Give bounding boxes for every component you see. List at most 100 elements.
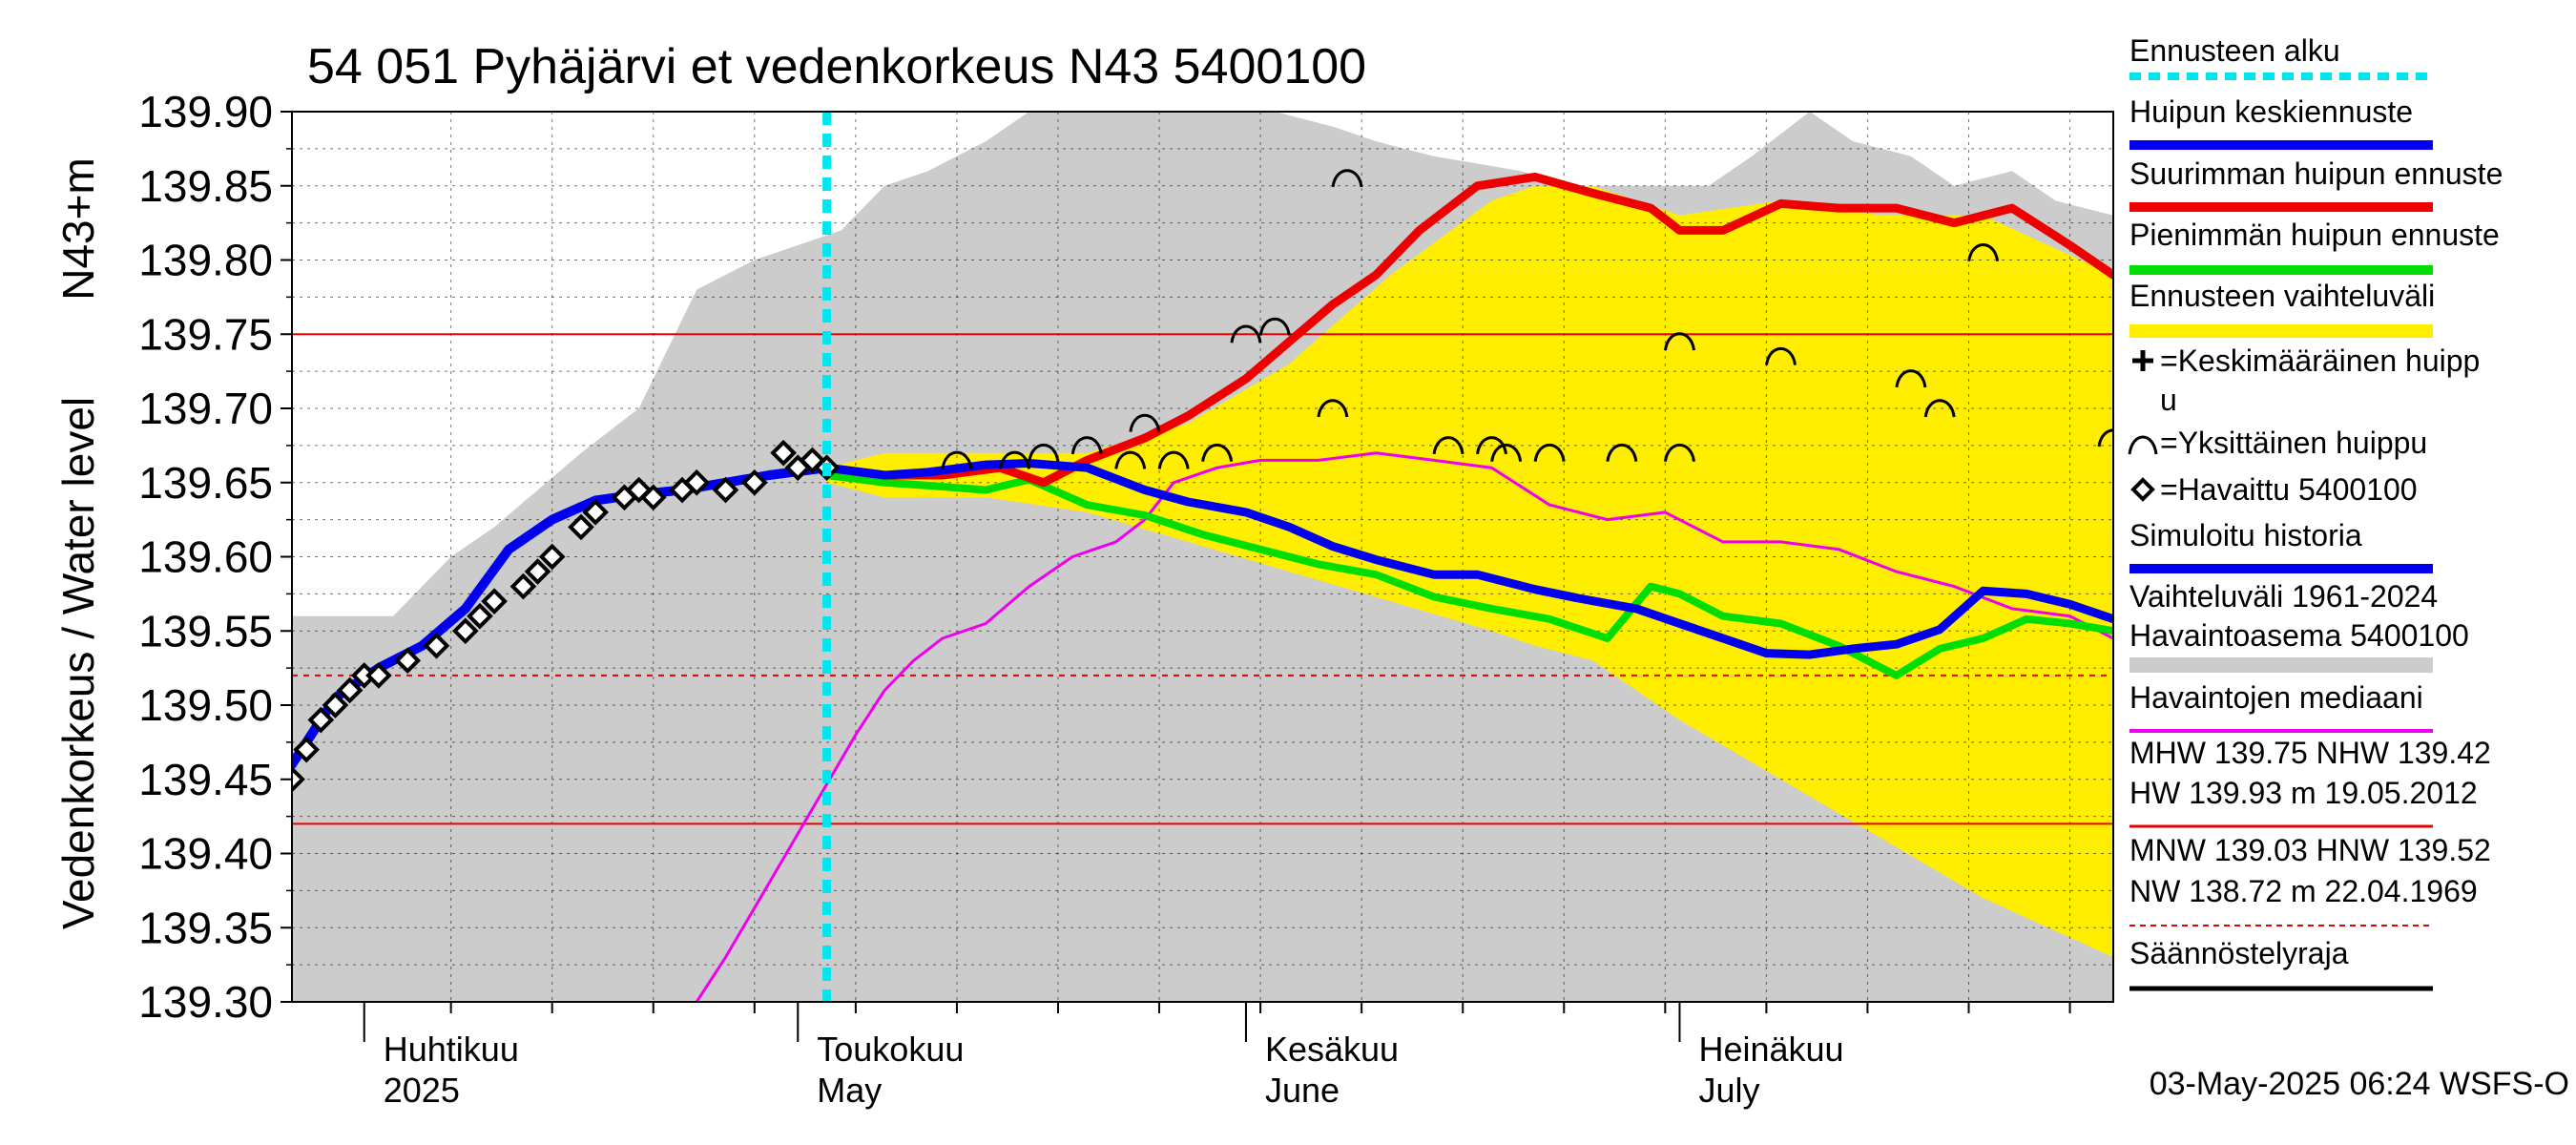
y-tick-label: 139.30 [138, 977, 273, 1027]
individual-peak-marker [2097, 428, 2113, 448]
observed-point [799, 447, 826, 474]
individual-peak-marker [1317, 399, 1349, 418]
legend-label: Huipun keskiennuste [2129, 94, 2413, 129]
legend-label: Ennusteen vaihteluväli [2129, 279, 2435, 313]
legend-label: Simuloitu historia [2129, 518, 2362, 552]
individual-peak-marker [1201, 444, 1234, 462]
individual-peak-marker [1028, 444, 1060, 462]
individual-peak-marker [1923, 399, 1956, 418]
mean-peak-forecast-line [822, 459, 2113, 659]
observed-point [293, 736, 320, 763]
individual-peak-marker [1129, 414, 1161, 432]
legend-label: Havaintoasema 5400100 [2129, 618, 2469, 653]
individual-peak-marker [1432, 436, 1465, 455]
chart-title: 54 051 Pyhäjärvi et vedenkorkeus N43 540… [307, 39, 1366, 94]
individual-peak-marker [1895, 369, 1927, 388]
plot-area [292, 112, 2113, 1002]
individual-peak-marker [1967, 243, 2000, 262]
legend-label: =Keskimääräinen huipp [2160, 344, 2480, 378]
x-month-label-en: July [1698, 1071, 1759, 1110]
median-line [695, 451, 2113, 1002]
y-tick-label: 139.65 [138, 458, 273, 508]
observed-point [336, 677, 364, 704]
individual-peak-marker [1070, 436, 1103, 455]
observed-point [307, 706, 335, 734]
y-tick-label: 139.75 [138, 309, 273, 359]
y-tick-label: 139.55 [138, 606, 273, 656]
observed-point [568, 513, 594, 541]
individual-peak-marker [999, 450, 1031, 469]
observed-point [322, 692, 349, 718]
legend-label: =Havaittu 5400100 [2160, 472, 2418, 507]
observed-point [683, 468, 711, 496]
observed-point [451, 617, 479, 645]
legend-plus-marker [2132, 350, 2153, 371]
observed-point [467, 602, 493, 630]
individual-peak-marker [1533, 444, 1566, 462]
y-tick-label: 139.80 [138, 236, 273, 285]
observed-point [481, 588, 508, 614]
observed-point [423, 632, 450, 659]
individual-peak-marker [1663, 332, 1695, 351]
legend-label: Suurimman huipun ennuste [2129, 156, 2503, 191]
observed-point [639, 484, 667, 511]
legend-label: u [2160, 383, 2177, 417]
legend-label: Vaihteluväli 1961-2024 [2129, 579, 2438, 614]
legend-label: NW 138.72 m 22.04.1969 [2129, 874, 2478, 908]
y-tick-label: 139.50 [138, 680, 273, 730]
legend-label: HW 139.93 m 19.05.2012 [2129, 776, 2478, 810]
plot-content [292, 112, 2113, 1002]
legend-label: MNW 139.03 HNW 139.52 [2129, 833, 2491, 867]
observed-point [770, 439, 797, 467]
legend-label: =Yksittäinen huippu [2160, 426, 2427, 460]
observed-point [582, 499, 609, 526]
legend: Ennusteen alku Huipun keskiennuste Suurimm… [2128, 33, 2503, 991]
axes: 139.90 139.85 139.80 139.75 139.70 139.65 139.… [138, 87, 2114, 1110]
y-tick-label: 139.40 [138, 829, 273, 879]
legend-diamond-marker [2130, 477, 2155, 502]
legend-label: Pienimmän huipun ennuste [2129, 218, 2500, 252]
timestamp-footer: 03-May-2025 06:24 WSFS-O [2150, 1066, 2569, 1102]
observed-point [394, 647, 422, 675]
individual-peak-marker [1230, 324, 1262, 344]
y-axis-label: Vedenkorkeus / Water level [53, 397, 103, 929]
individual-peak-marker [1490, 444, 1523, 462]
individual-peak-marker [1258, 317, 1291, 336]
y-tick-label: 139.70 [138, 384, 273, 433]
observed-point [365, 662, 392, 689]
observed-point [509, 572, 537, 600]
observed-point [524, 558, 551, 585]
individual-peak-marker [1476, 436, 1508, 455]
legend-label: Säännöstelyraja [2129, 936, 2349, 970]
y-tick-label: 139.45 [138, 755, 273, 804]
individual-peak-marker [1331, 169, 1363, 188]
y-axis-unit: N43+m [53, 157, 103, 301]
observed-point [292, 765, 305, 793]
y-tick-label: 139.60 [138, 532, 273, 582]
x-month-label: Toukokuu [817, 1030, 964, 1069]
individual-peak-marker [941, 450, 973, 469]
y-tick-label: 139.35 [138, 903, 273, 952]
x-month-label-en: June [1265, 1071, 1340, 1110]
legend-arc-marker [2128, 435, 2158, 455]
individual-peak-marker [1663, 444, 1695, 462]
observed-point [712, 476, 739, 504]
observed-point [538, 543, 566, 571]
legend-label: MHW 139.75 NHW 139.42 [2129, 736, 2491, 770]
legend-label: Havaintojen mediaani [2129, 680, 2423, 715]
y-tick-label: 139.85 [138, 161, 273, 211]
x-month-label-en: 2025 [384, 1071, 460, 1110]
observed-point [740, 468, 768, 496]
individual-peak-marker [1765, 347, 1797, 365]
y-tick-label: 139.90 [138, 87, 273, 136]
x-month-label: Kesäkuu [1265, 1030, 1399, 1069]
max-peak-forecast-line [822, 172, 2113, 488]
x-month-label: Huhtikuu [384, 1030, 519, 1069]
individual-peak-marker [1114, 450, 1147, 469]
x-month-label: Heinäkuu [1698, 1030, 1843, 1069]
individual-peak-marker [1606, 444, 1638, 462]
legend-label: Ennusteen alku [2129, 33, 2340, 68]
individual-peak-marker [1157, 450, 1190, 469]
x-month-label-en: May [817, 1071, 882, 1110]
